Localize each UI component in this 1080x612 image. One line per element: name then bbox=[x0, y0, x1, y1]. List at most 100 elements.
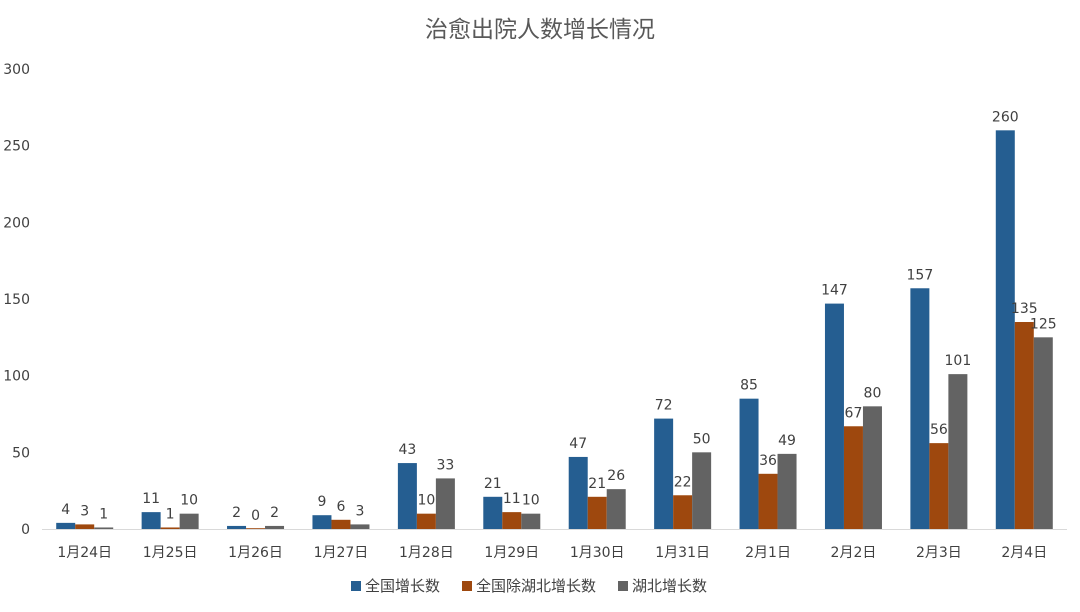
data-label: 80 bbox=[864, 385, 882, 401]
data-label: 101 bbox=[945, 353, 972, 369]
bar bbox=[739, 398, 759, 529]
data-label: 2 bbox=[270, 505, 279, 521]
data-label: 47 bbox=[569, 436, 587, 452]
legend-swatch bbox=[351, 581, 361, 591]
y-tick-label: 50 bbox=[12, 445, 30, 461]
data-label: 10 bbox=[522, 493, 540, 509]
data-label: 260 bbox=[992, 109, 1019, 125]
bar bbox=[1033, 337, 1053, 529]
data-label: 85 bbox=[740, 378, 758, 394]
bar bbox=[160, 527, 180, 529]
y-tick-label: 150 bbox=[3, 292, 30, 308]
bar bbox=[397, 463, 417, 529]
data-label: 147 bbox=[821, 283, 848, 299]
chart-title: 治愈出院人数增长情况 bbox=[425, 17, 655, 43]
data-label: 3 bbox=[355, 503, 364, 519]
bar bbox=[246, 528, 266, 529]
y-tick-label: 250 bbox=[3, 139, 30, 155]
bar bbox=[606, 489, 626, 529]
x-tick-label: 1月24日 bbox=[57, 545, 112, 561]
bar bbox=[948, 374, 968, 529]
data-label: 1 bbox=[166, 506, 175, 522]
data-label: 33 bbox=[436, 457, 454, 473]
y-tick-label: 300 bbox=[3, 62, 30, 78]
data-label: 67 bbox=[845, 405, 863, 421]
bar bbox=[843, 426, 863, 529]
x-tick-label: 2月2日 bbox=[831, 545, 877, 561]
data-label: 21 bbox=[588, 476, 606, 492]
x-tick-label: 2月3日 bbox=[916, 545, 962, 561]
y-tick-label: 200 bbox=[3, 215, 30, 231]
data-label: 10 bbox=[417, 493, 435, 509]
data-label: 11 bbox=[503, 491, 521, 507]
bar bbox=[587, 496, 607, 529]
data-label: 72 bbox=[655, 398, 673, 414]
x-tick-label: 1月29日 bbox=[484, 545, 539, 561]
x-tick-label: 1月30日 bbox=[570, 545, 625, 561]
bar bbox=[824, 303, 844, 529]
bar bbox=[758, 473, 778, 529]
data-label: 9 bbox=[317, 494, 326, 510]
data-label: 125 bbox=[1030, 316, 1057, 332]
x-tick-label: 1月31日 bbox=[655, 545, 710, 561]
bar bbox=[568, 456, 588, 529]
bar bbox=[141, 512, 161, 529]
y-axis: 0 50 100 150 200 250 300 bbox=[3, 62, 30, 538]
legend-label: 全国除湖北增长数 bbox=[476, 577, 596, 595]
x-tick-label: 1月25日 bbox=[143, 545, 198, 561]
bar bbox=[502, 512, 522, 529]
bar bbox=[654, 418, 674, 529]
data-label: 3 bbox=[80, 503, 89, 519]
x-tick-label: 1月28日 bbox=[399, 545, 454, 561]
bar bbox=[929, 443, 949, 529]
data-label: 22 bbox=[674, 474, 692, 490]
data-label: 36 bbox=[759, 453, 777, 469]
bar bbox=[94, 527, 114, 529]
bar bbox=[692, 452, 712, 529]
bar bbox=[521, 513, 541, 529]
data-label: 56 bbox=[930, 422, 948, 438]
bar bbox=[179, 513, 199, 529]
bar bbox=[1014, 322, 1034, 529]
bar bbox=[862, 406, 882, 529]
bar bbox=[312, 515, 332, 529]
legend-swatch bbox=[462, 581, 472, 591]
legend: 全国增长数 全国除湖北增长数 湖北增长数 bbox=[351, 577, 707, 595]
bar bbox=[265, 525, 285, 529]
data-label: 49 bbox=[778, 433, 796, 449]
bar bbox=[350, 524, 370, 529]
bar bbox=[777, 453, 797, 529]
bar bbox=[416, 513, 436, 529]
y-tick-label: 100 bbox=[3, 369, 30, 385]
data-label: 11 bbox=[142, 491, 160, 507]
x-tick-label: 2月4日 bbox=[1001, 545, 1047, 561]
x-tick-label: 2月1日 bbox=[745, 545, 791, 561]
data-label: 1 bbox=[99, 506, 108, 522]
bar bbox=[75, 524, 95, 529]
data-label: 0 bbox=[251, 508, 260, 524]
data-label: 21 bbox=[484, 476, 502, 492]
x-tick-label: 1月27日 bbox=[314, 545, 369, 561]
bar bbox=[227, 525, 247, 529]
data-label: 157 bbox=[907, 267, 934, 283]
data-label: 4 bbox=[61, 502, 70, 518]
bar-series-group bbox=[56, 130, 1053, 529]
legend-label: 湖北增长数 bbox=[632, 577, 707, 595]
bar bbox=[483, 496, 503, 529]
y-tick-label: 0 bbox=[21, 522, 30, 538]
data-label: 10 bbox=[180, 493, 198, 509]
bar bbox=[435, 478, 455, 529]
data-label: 50 bbox=[693, 431, 711, 447]
data-label: 26 bbox=[607, 468, 625, 484]
bar bbox=[331, 519, 351, 529]
bar bbox=[673, 495, 693, 529]
x-axis: 1月24日 1月25日 1月26日 1月27日 1月28日 1月29日 1月30日 1月31日… bbox=[42, 529, 1067, 561]
x-tick-label: 1月26日 bbox=[228, 545, 283, 561]
bar bbox=[56, 522, 76, 529]
data-label: 2 bbox=[232, 505, 241, 521]
data-label: 6 bbox=[336, 499, 345, 515]
bar bbox=[995, 130, 1015, 529]
legend-label: 全国增长数 bbox=[365, 577, 440, 595]
data-label: 43 bbox=[398, 442, 416, 458]
